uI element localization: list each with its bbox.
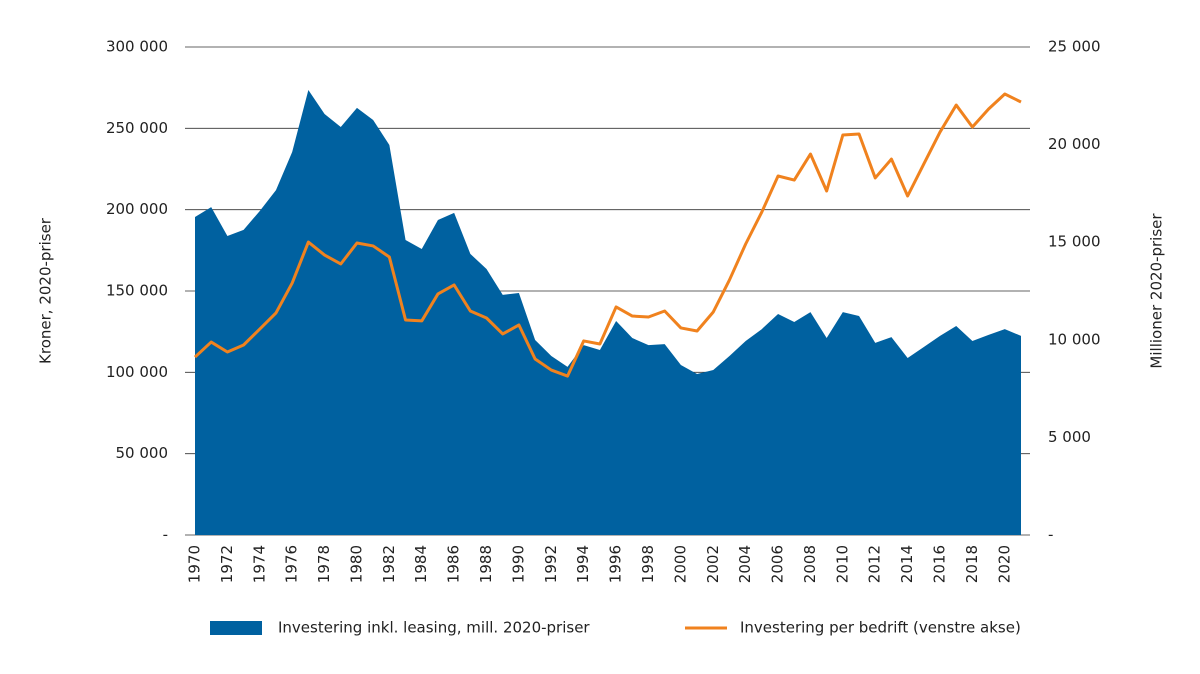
x-tick-label: 2020 bbox=[995, 545, 1013, 583]
x-tick-label: 1982 bbox=[380, 545, 398, 583]
x-tick-label: 1972 bbox=[218, 545, 236, 583]
x-tick-label: 2014 bbox=[898, 545, 916, 583]
y2-tick-label: 25 000 bbox=[1048, 38, 1101, 56]
y-tick-label: 150 000 bbox=[106, 282, 168, 300]
x-tick-label: 1996 bbox=[607, 545, 625, 583]
legend-label: Investering inkl. leasing, mill. 2020-pr… bbox=[278, 619, 590, 637]
y2-tick-label: 5 000 bbox=[1048, 428, 1091, 446]
legend-label: Investering per bedrift (venstre akse) bbox=[740, 619, 1021, 637]
x-tick-label: 1974 bbox=[250, 545, 268, 583]
x-tick-label: 2000 bbox=[671, 545, 689, 583]
x-tick-label: 1988 bbox=[477, 545, 495, 583]
y2-tick-label: 10 000 bbox=[1048, 330, 1101, 348]
x-tick-label: 2004 bbox=[736, 545, 754, 583]
y-tick-label: 200 000 bbox=[106, 200, 168, 218]
x-tick-label: 2016 bbox=[931, 545, 949, 583]
y2-tick-label: - bbox=[1048, 526, 1053, 544]
x-tick-label: 1984 bbox=[412, 545, 430, 583]
y-tick-label: 250 000 bbox=[106, 119, 168, 137]
x-tick-label: 2006 bbox=[769, 545, 787, 583]
x-tick-label: 2012 bbox=[866, 545, 884, 583]
y2-axis-label: Millioner 2020-priser bbox=[1148, 213, 1166, 369]
x-tick-label: 2010 bbox=[833, 545, 851, 583]
x-tick-label: 2018 bbox=[963, 545, 981, 583]
y2-tick-label: 15 000 bbox=[1048, 233, 1101, 251]
line bbox=[193, 92, 1022, 378]
y-tick-label: 300 000 bbox=[106, 38, 168, 56]
x-tick-label: 1994 bbox=[574, 545, 592, 583]
y-tick-label: - bbox=[163, 526, 168, 544]
x-tick-label: 1992 bbox=[542, 545, 560, 583]
x-tick-label: 1978 bbox=[315, 545, 333, 583]
x-tick-label: 1976 bbox=[283, 545, 301, 583]
x-tick-label: 1990 bbox=[509, 545, 527, 583]
x-tick-label: 2002 bbox=[704, 545, 722, 583]
y-tick-label: 50 000 bbox=[116, 444, 169, 462]
legend-swatch bbox=[210, 621, 262, 635]
y-tick-label: 100 000 bbox=[106, 363, 168, 381]
x-tick-label: 1986 bbox=[445, 545, 463, 583]
x-tick-label: 2008 bbox=[801, 545, 819, 583]
x-tick-label: 1998 bbox=[639, 545, 657, 583]
x-tick-label: 1980 bbox=[347, 545, 365, 583]
x-tick-label: 1970 bbox=[186, 545, 204, 583]
y2-tick-label: 20 000 bbox=[1048, 135, 1101, 153]
area bbox=[195, 89, 1021, 535]
y-axis-label: Kroner, 2020-priser bbox=[37, 217, 55, 364]
